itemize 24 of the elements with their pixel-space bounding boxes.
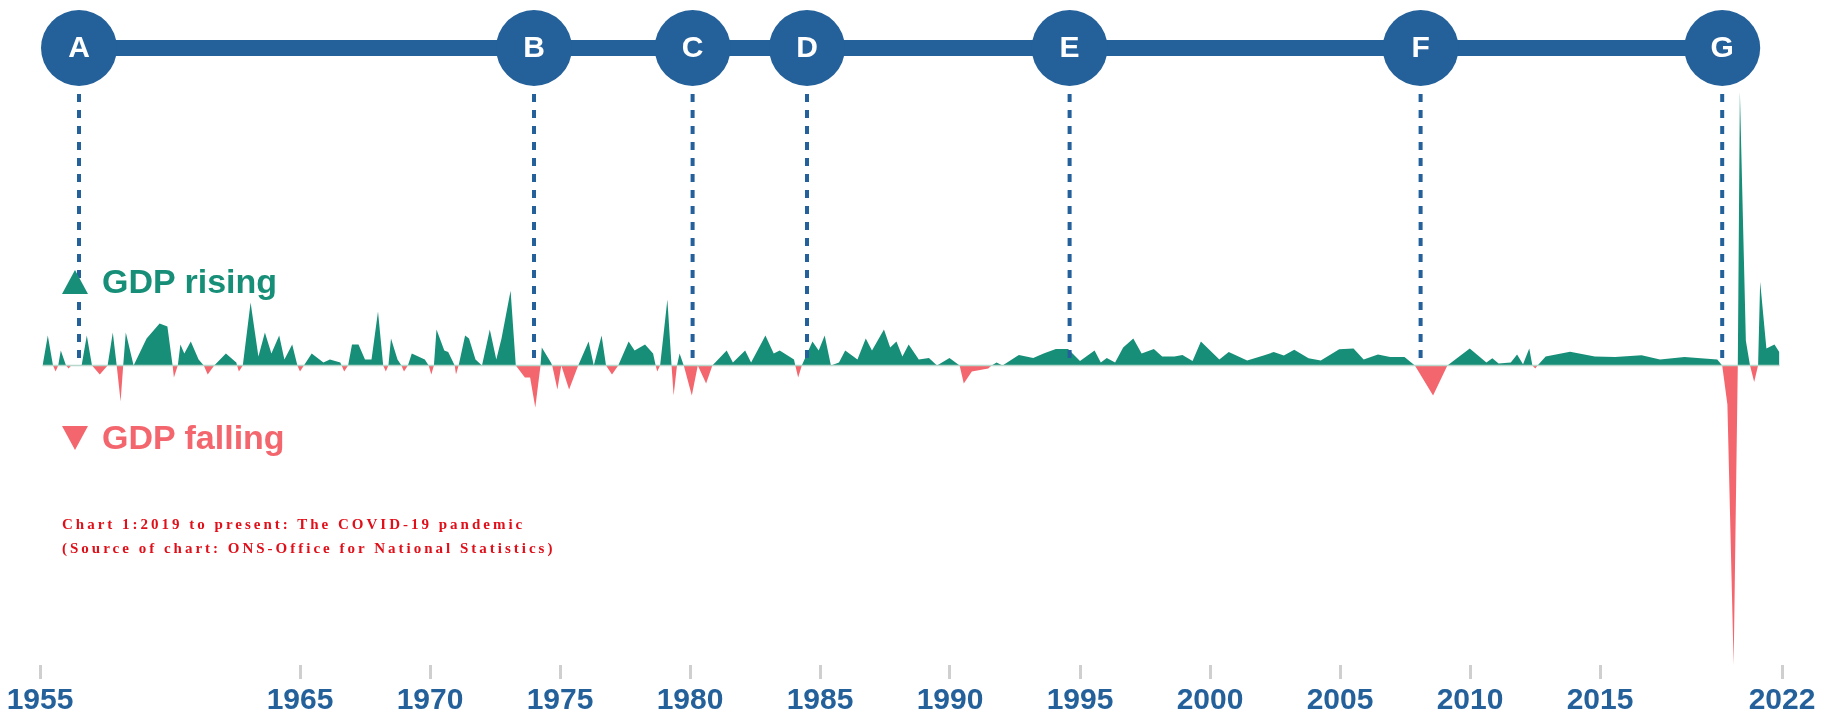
legend-label: GDP falling <box>102 418 285 457</box>
ref-line-label: F <box>1411 30 1430 64</box>
x-tick-label: 1970 <box>396 682 464 716</box>
ref-line-label: D <box>796 30 818 64</box>
x-tick-label: 2005 <box>1306 682 1374 716</box>
ref-line-label: E <box>1059 30 1080 64</box>
x-tick-label: 1985 <box>786 682 854 716</box>
ref-line-label: G <box>1710 30 1734 64</box>
ref-line-label: C <box>681 30 704 64</box>
x-tick-label: 1955 <box>6 682 74 716</box>
x-tick-label: 1990 <box>916 682 984 716</box>
annotation: Chart 1:2019 to present: The COVID-19 pandemic <box>62 515 526 532</box>
x-tick-label: 2010 <box>1436 682 1504 716</box>
x-tick-label: 2015 <box>1566 682 1634 716</box>
x-tick-label: 2000 <box>1176 682 1244 716</box>
x-tick-label: 1980 <box>656 682 724 716</box>
ref-line-label: B <box>523 30 545 64</box>
x-tick-label: 1995 <box>1046 682 1114 716</box>
legend-label: GDP rising <box>102 262 278 301</box>
ref-line-label: A <box>68 30 90 64</box>
x-tick-label: 2022 <box>1748 682 1816 716</box>
x-tick-label: 1965 <box>266 682 334 716</box>
annotation: (Source of chart: ONS-Office for National Statistics) <box>62 539 556 557</box>
x-tick-label: 1975 <box>526 682 594 716</box>
